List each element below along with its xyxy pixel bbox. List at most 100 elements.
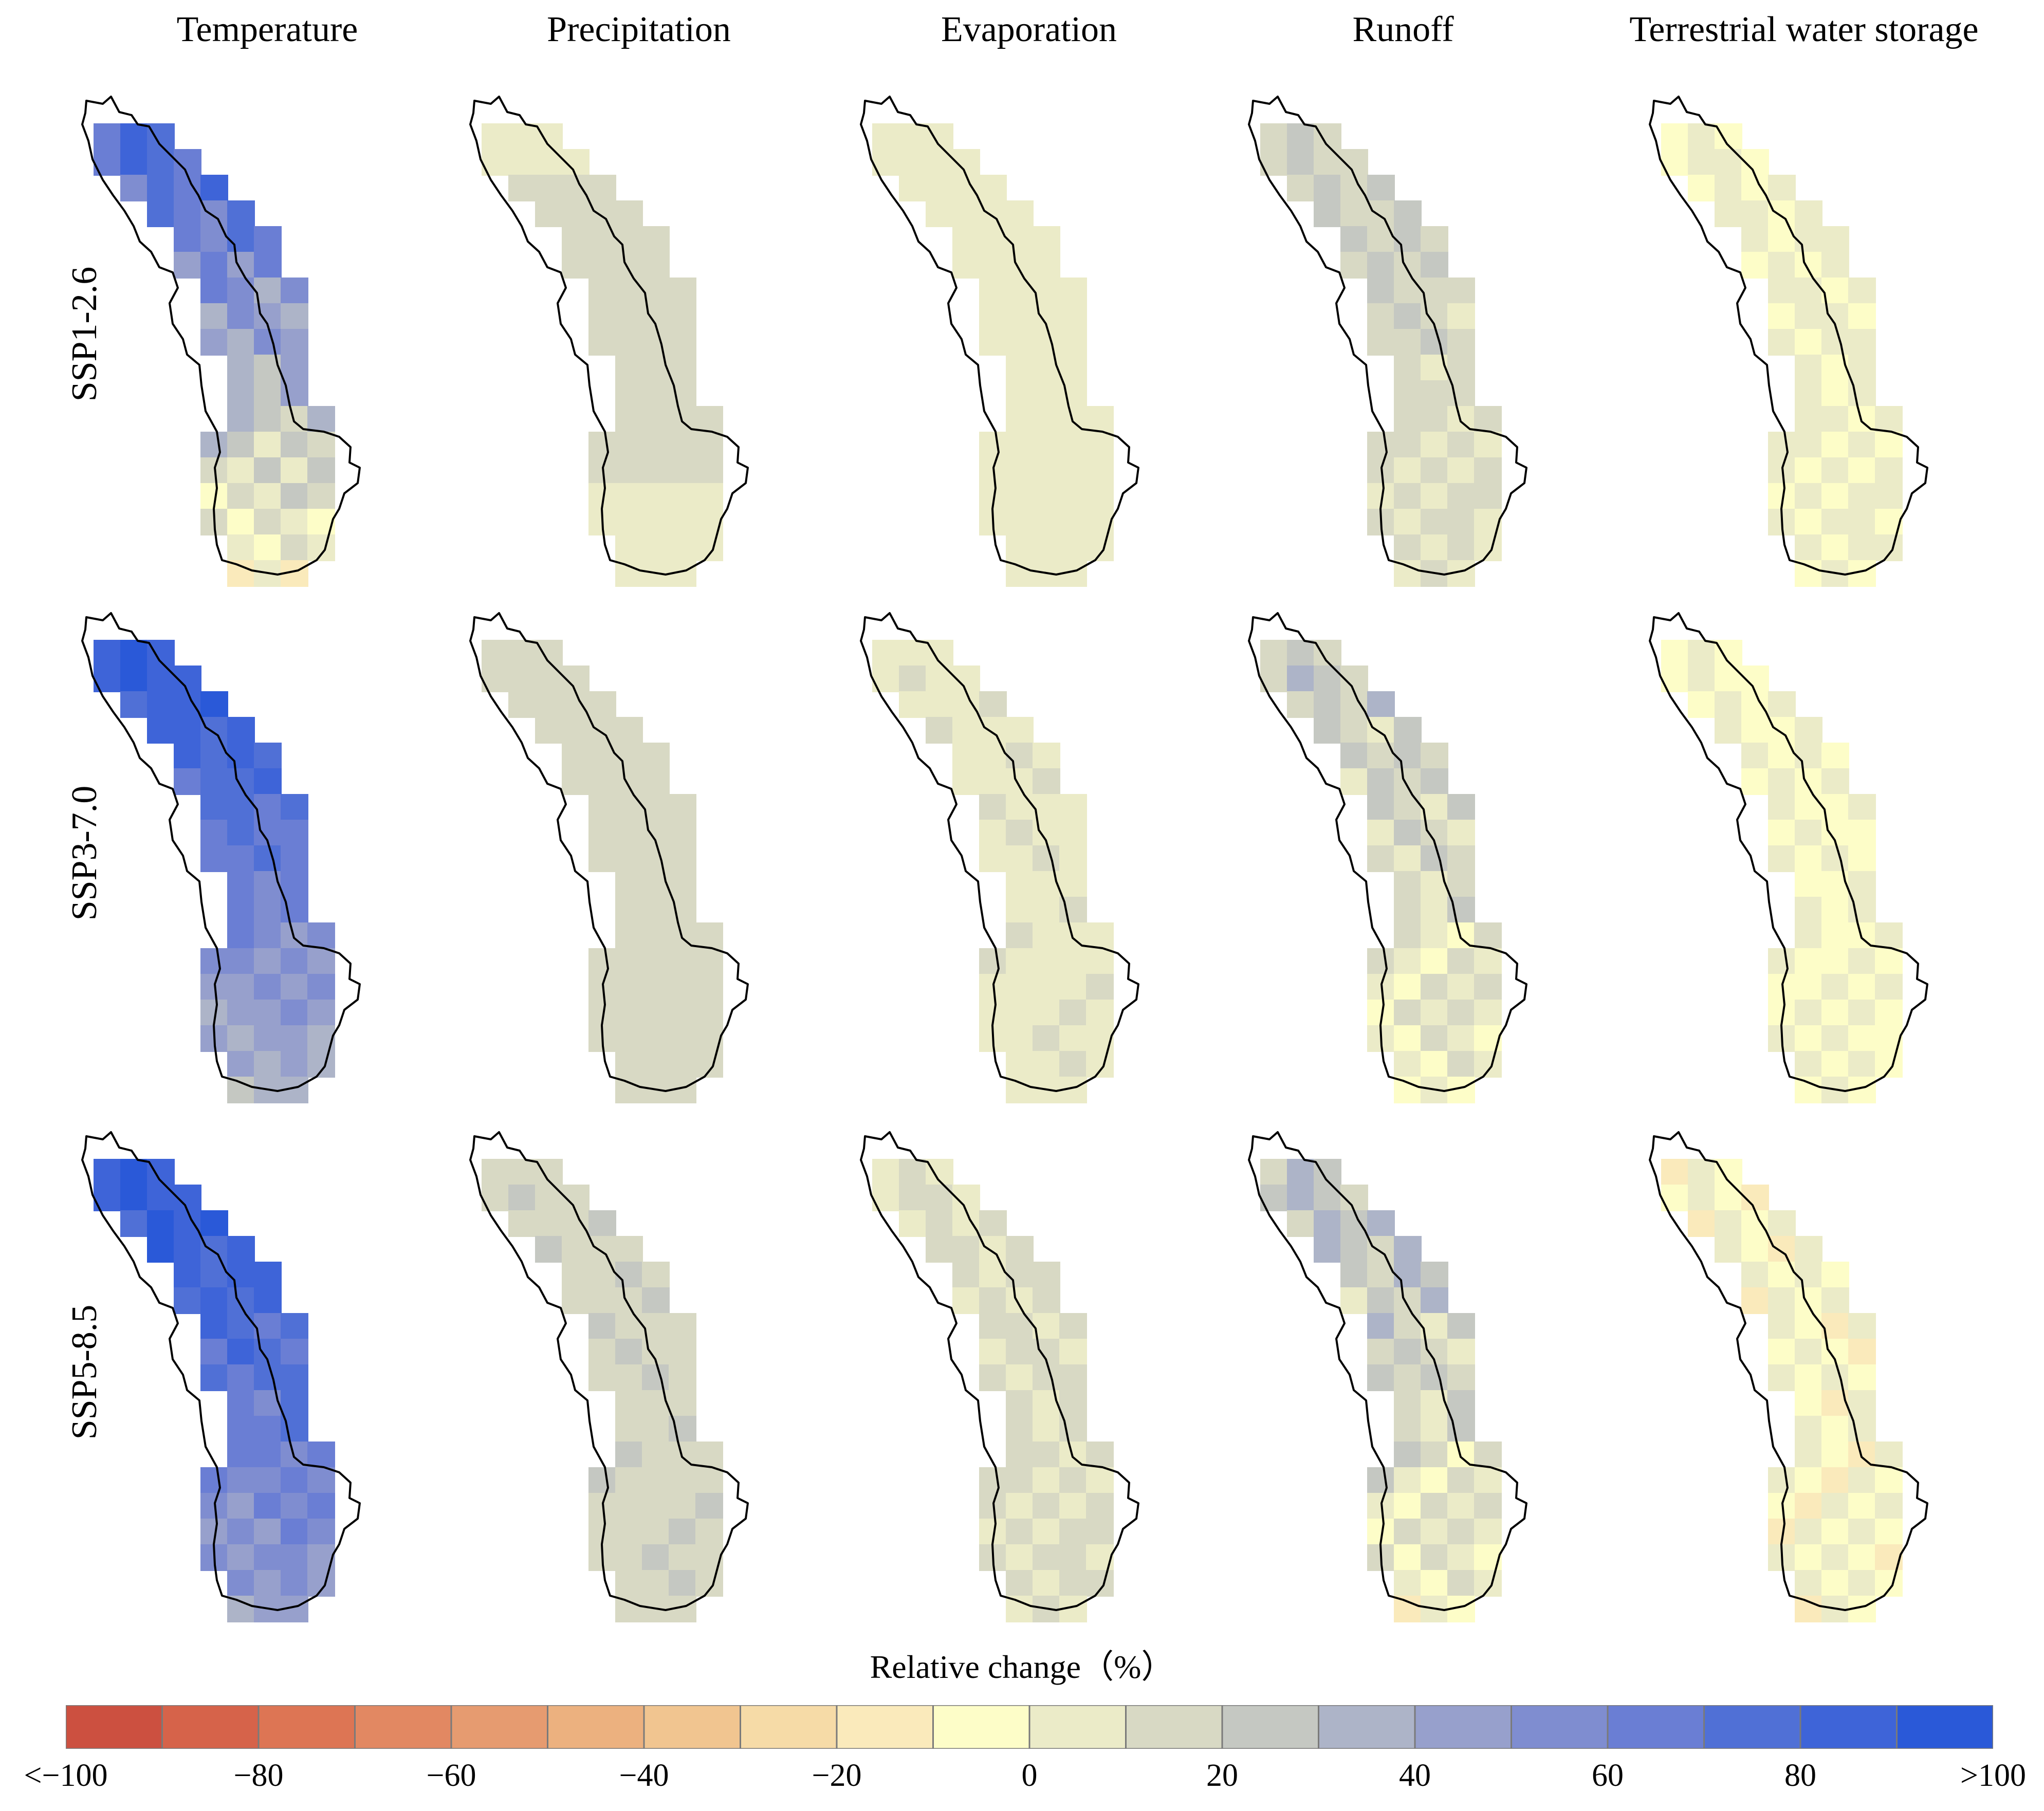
grid-cell [926,1210,953,1237]
grid-cell [1768,1287,1796,1314]
grid-cell [200,1210,228,1237]
grid-cell [200,1287,228,1314]
grid-cell [1287,691,1315,718]
grid-cell [1795,509,1822,535]
grid-cell [1059,1051,1087,1078]
grid-cell [1875,534,1903,561]
grid-cell [1394,432,1422,458]
grid-cell [1033,845,1060,872]
grid-cell [588,278,616,304]
grid-cell [1795,743,1822,769]
grid-cell [254,252,282,279]
grid-cell [615,226,643,253]
grid-cell [147,717,175,744]
grid-cell [1006,1416,1034,1443]
grid-cell [669,278,696,304]
grid-cell [642,432,670,458]
grid-cell [227,1596,255,1622]
grid-cell [1741,1210,1769,1237]
grid-cell [1394,1000,1422,1026]
colorbar-tick-label: 0 [1021,1758,1038,1793]
grid-cell [1795,974,1822,1001]
colorbar-tick-label: <−100 [24,1758,108,1793]
grid-cell [1006,432,1034,458]
grid-cell [615,974,643,1001]
map-terrestrial-water-storage-ssp3-7.0 [1649,612,1928,1103]
grid-cell [642,1390,670,1417]
grid-cell [200,432,228,458]
grid-cell [562,200,590,227]
grid-cell [1795,820,1822,846]
grid-cell [1688,1210,1716,1237]
grid-cell [1688,691,1716,718]
grid-cell [1260,123,1288,150]
grid-cell [1394,509,1422,535]
grid-cell [307,1519,335,1545]
grid-cell [1006,1467,1034,1494]
grid-cell [1086,1051,1114,1078]
grid-cell [926,200,953,227]
grid-cell [254,922,282,949]
grid-cell [1768,278,1796,304]
grid-cell [1059,1390,1087,1417]
grid-cell [1367,717,1395,744]
grid-cell [669,1313,696,1340]
grid-cell [1474,483,1502,510]
grid-cell [1394,1390,1422,1417]
grid-cell [254,355,282,381]
grid-cell [227,1570,255,1597]
grid-cell [281,1467,308,1494]
grid-cell [669,948,696,975]
grid-cell [1795,1077,1822,1103]
grid-cell [1367,691,1395,718]
grid-cell [1367,200,1395,227]
grid-cell [1447,457,1475,484]
grid-cell [1314,1210,1341,1237]
grid-cell [1474,406,1502,433]
grid-cell [615,1339,643,1365]
grid-cell [1394,560,1422,587]
grid-cell [254,1364,282,1391]
grid-cell [1006,534,1034,561]
grid-cell [1795,1570,1822,1597]
grid-cell [1421,897,1448,923]
grid-cell [642,1544,670,1571]
grid-cell [1394,948,1422,975]
grid-cell [1795,432,1822,458]
colorbar-tick-label: −40 [619,1758,669,1793]
grid-cell [695,974,723,1001]
grid-cell [200,768,228,795]
grid-cell [1314,1236,1341,1263]
grid-cell [254,406,282,433]
grid-cell [1821,1364,1849,1391]
grid-cell [120,1210,148,1237]
grid-cell [1848,1390,1876,1417]
basin-outline [81,1131,361,1611]
grid-cell [669,1390,696,1417]
grid-cell [254,1416,282,1443]
grid-cell [588,329,616,356]
grid-cell [1875,1025,1903,1052]
grid-cell [642,1442,670,1468]
grid-cell [1086,1493,1114,1520]
grid-cell [1821,1262,1849,1288]
grid-cell [1059,1493,1087,1520]
grid-cell [227,1077,255,1103]
grid-cell [1875,1570,1903,1597]
grid-cell [615,1077,643,1103]
grid-cell [669,820,696,846]
grid-cell [979,1467,1007,1494]
grid-cell [147,1210,175,1237]
grid-cell [1033,1519,1060,1545]
grid-cell [1059,483,1087,510]
grid-cell [615,1467,643,1494]
grid-cell [1394,768,1422,795]
basin-outline [860,612,1139,1092]
grid-cell [1394,1544,1422,1571]
grid-cell [1821,743,1849,769]
grid-cell [200,717,228,744]
grid-cell [1033,329,1060,356]
grid-cell [281,1313,308,1340]
grid-cell [1795,1000,1822,1026]
grid-cell [1768,794,1796,821]
